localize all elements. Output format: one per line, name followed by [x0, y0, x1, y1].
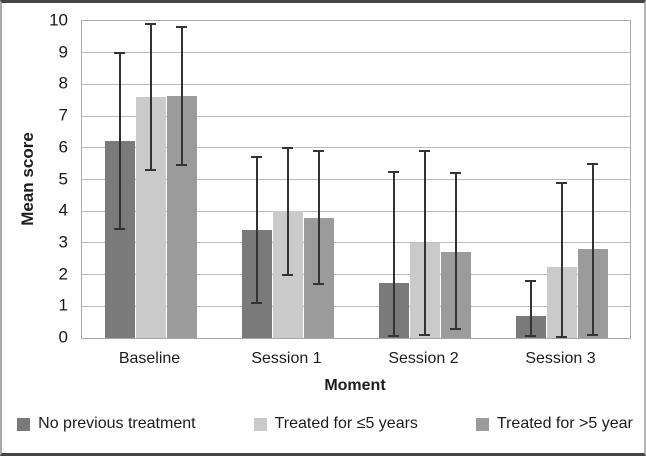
x-axis-category-labels: Baseline Session 1 Session 2 Session 3	[81, 350, 629, 368]
x-axis-title: Moment	[324, 377, 386, 394]
y-tick-label-9: 9	[58, 42, 68, 62]
error-bar-line	[392, 171, 395, 337]
gridline-y-3	[82, 242, 630, 244]
error-bar-cap-top	[282, 146, 293, 149]
error-bar-line	[529, 280, 532, 337]
error-bar-cap-bottom	[587, 333, 598, 336]
gridline-y-5	[82, 179, 630, 180]
error-bar-cap-bottom	[450, 327, 461, 330]
error-bar-cap-bottom	[145, 169, 156, 171]
legend-label: Treated for >5 year	[496, 415, 633, 432]
error-bar-cap-top	[145, 23, 156, 26]
error-bar-cap-bottom	[556, 336, 567, 338]
error-bar-line	[255, 157, 258, 304]
gridline-y-4	[82, 210, 630, 212]
error-bar-cap-top	[388, 170, 399, 173]
x-label-session-2: Session 2	[388, 350, 459, 367]
x-label-session-1: Session 1	[251, 350, 322, 367]
y-tick-label-10: 10	[49, 10, 68, 30]
legend-item-1: No previous treatment	[17, 415, 196, 433]
legend-swatch-icon	[475, 417, 489, 431]
y-tick-label-6: 6	[58, 137, 68, 157]
error-bar-line	[180, 27, 183, 166]
error-bar-cap-bottom	[525, 335, 536, 338]
error-bar-cap-bottom	[114, 227, 125, 230]
legend-label: No previous treatment	[38, 415, 196, 432]
gridline-y-7	[82, 115, 630, 117]
y-tick-label-1: 1	[58, 295, 68, 315]
y-tick-label-2: 2	[58, 264, 68, 284]
error-bar-line	[591, 163, 594, 335]
gridline-y-6	[82, 147, 630, 149]
chart-legend: No previous treatment Treated for ≤5 year…	[2, 415, 644, 433]
plot-area	[81, 20, 631, 339]
error-bar-line	[317, 151, 320, 285]
error-bar-cap-bottom	[282, 273, 293, 276]
legend-item-2: Treated for ≤5 years	[253, 415, 418, 433]
error-bar-line	[560, 182, 563, 338]
y-tick-label-8: 8	[58, 73, 68, 93]
error-bar-cap-top	[176, 26, 187, 29]
error-bar-cap-top	[114, 51, 125, 54]
y-tick-label-0: 0	[58, 327, 68, 347]
error-bar-line	[286, 147, 289, 275]
error-bar-line	[118, 52, 121, 229]
error-bar-line	[149, 24, 152, 170]
gridline-y-8	[82, 83, 630, 85]
error-bar-cap-bottom	[251, 302, 262, 305]
error-bar-cap-bottom	[388, 335, 399, 338]
error-bar-cap-top	[313, 149, 324, 152]
error-bar-cap-top	[525, 279, 536, 282]
error-bar-cap-top	[251, 156, 262, 159]
legend-item-3: Treated for >5 year	[475, 415, 633, 433]
error-bar-cap-top	[587, 162, 598, 165]
y-tick-label-5: 5	[58, 169, 68, 188]
gridline-y-1	[82, 305, 630, 307]
x-label-session-3: Session 3	[525, 350, 596, 367]
error-bar-line	[454, 173, 457, 329]
gridline-y-9	[82, 52, 630, 54]
error-bar-cap-top	[419, 149, 430, 152]
gridline-y-2	[82, 274, 630, 276]
y-tick-label-4: 4	[58, 200, 68, 220]
error-bar-cap-bottom	[313, 283, 324, 286]
error-bar-line	[423, 150, 426, 335]
x-label-baseline: Baseline	[118, 350, 181, 367]
error-bar-cap-top	[556, 181, 567, 184]
legend-label: Treated for ≤5 years	[274, 415, 418, 432]
error-bar-cap-bottom	[176, 164, 187, 167]
y-tick-label-3: 3	[58, 232, 68, 252]
legend-swatch-icon	[17, 417, 31, 431]
y-tick-label-7: 7	[58, 105, 68, 125]
error-bar-cap-top	[450, 172, 461, 175]
error-bar-cap-bottom	[419, 333, 430, 336]
y-axis-ticks: 0 1 2 3 4 5 6 7 8 9 10	[2, 12, 74, 346]
legend-swatch-icon	[253, 417, 267, 431]
